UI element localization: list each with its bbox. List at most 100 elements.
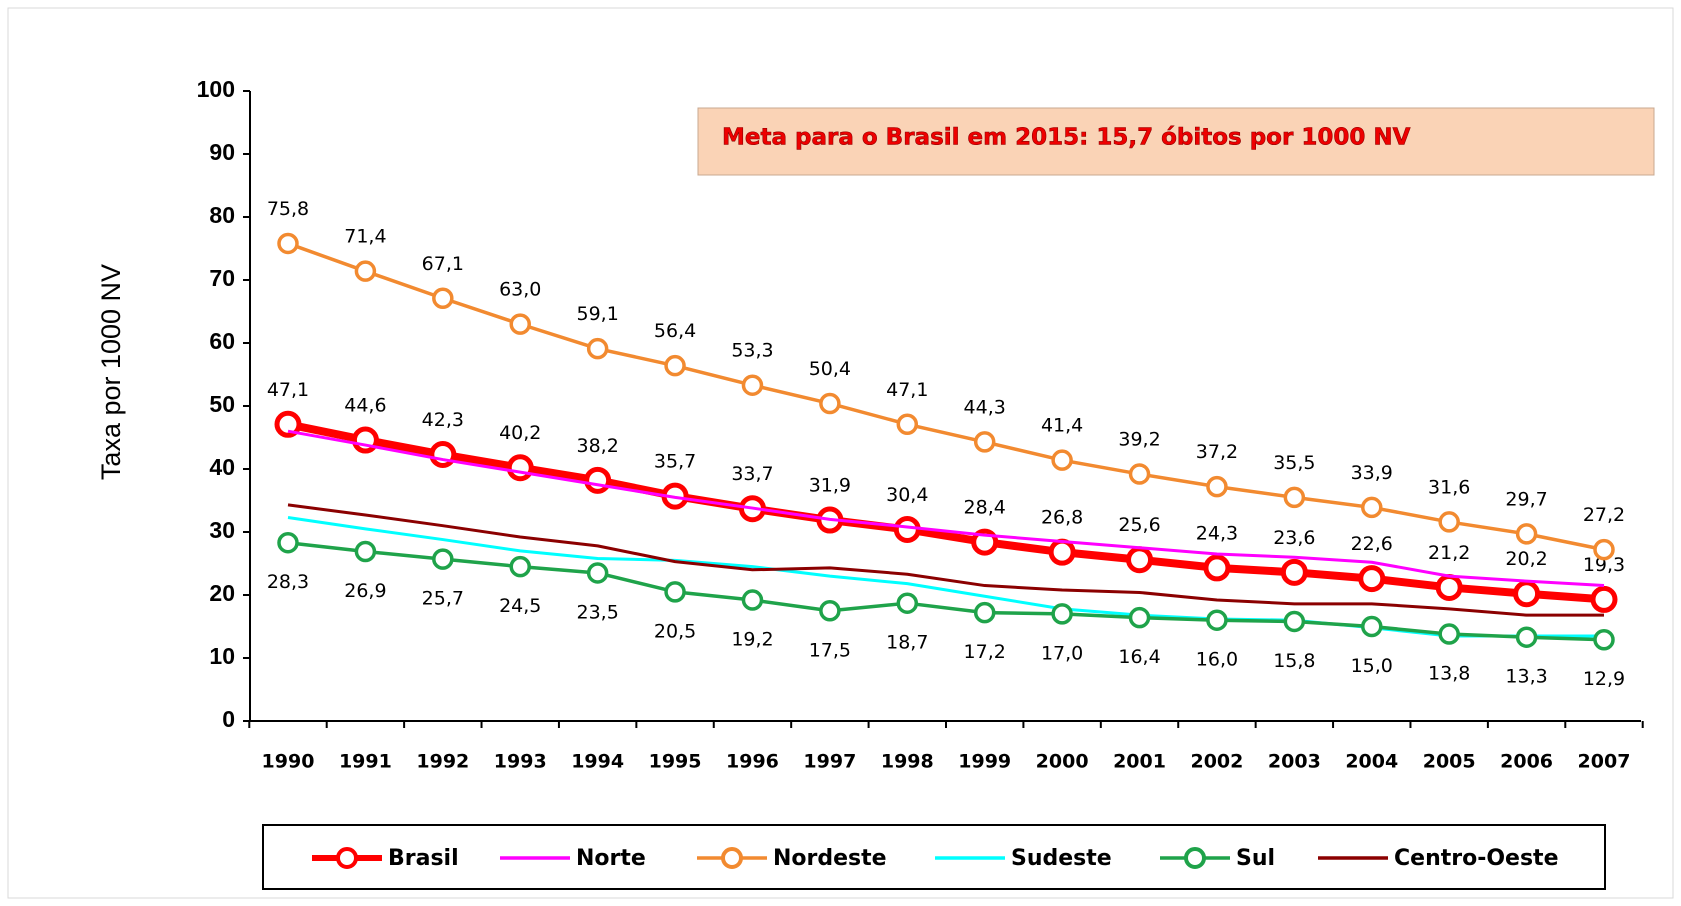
data-label: 19,2 xyxy=(731,629,773,651)
legend-label: Centro-Oeste xyxy=(1394,846,1559,871)
data-label: 25,7 xyxy=(422,588,464,610)
data-label: 44,3 xyxy=(964,396,1006,418)
y-tick-label: 40 xyxy=(209,454,235,480)
data-label: 47,1 xyxy=(267,379,309,401)
data-label: 38,2 xyxy=(576,435,618,457)
y-tick-label: 50 xyxy=(209,391,235,417)
data-label: 20,2 xyxy=(1505,548,1547,570)
point xyxy=(277,531,299,554)
point xyxy=(509,313,531,335)
data-label: 24,5 xyxy=(499,595,541,617)
data-label: 37,2 xyxy=(1196,441,1238,463)
point xyxy=(1438,623,1460,645)
point xyxy=(1593,628,1615,651)
point xyxy=(1051,449,1073,471)
data-label: 12,9 xyxy=(1583,668,1625,690)
point xyxy=(1438,511,1460,533)
data-label: 26,8 xyxy=(1041,507,1083,529)
point xyxy=(664,354,686,377)
point xyxy=(586,562,609,584)
point xyxy=(1361,615,1383,638)
data-label: 13,3 xyxy=(1505,666,1547,688)
data-label: 19,3 xyxy=(1583,554,1625,576)
data-label: 56,4 xyxy=(654,320,696,342)
data-label: 17,0 xyxy=(1041,642,1083,664)
point xyxy=(1128,463,1151,485)
x-tick-label: 2002 xyxy=(1190,751,1243,773)
data-label: 47,1 xyxy=(886,379,928,401)
data-label: 21,2 xyxy=(1428,542,1470,564)
point xyxy=(1128,606,1151,629)
point xyxy=(1358,565,1386,593)
data-label: 23,5 xyxy=(576,601,618,623)
series-line xyxy=(287,503,1604,617)
point xyxy=(506,454,534,482)
data-label: 28,3 xyxy=(267,571,309,593)
point xyxy=(896,413,919,436)
x-tick-label: 1994 xyxy=(571,751,624,773)
data-label: 35,7 xyxy=(654,451,696,473)
data-label: 17,5 xyxy=(809,639,851,661)
data-label: 44,6 xyxy=(344,395,386,417)
legend-marker xyxy=(1184,847,1206,869)
point xyxy=(586,337,609,360)
y-tick-label: 80 xyxy=(209,202,235,228)
x-tick-label: 1997 xyxy=(803,751,856,773)
point xyxy=(1048,538,1076,566)
data-label: 16,4 xyxy=(1118,646,1160,668)
data-label: 42,3 xyxy=(422,409,464,431)
x-tick-label: 1990 xyxy=(262,751,315,773)
x-tick-label: 2000 xyxy=(1036,751,1089,773)
data-label: 31,6 xyxy=(1428,476,1470,498)
legend-marker xyxy=(721,847,743,869)
legend-label: Norte xyxy=(576,846,646,871)
x-tick-label: 2007 xyxy=(1578,751,1631,773)
annotation: Meta para o Brasil em 2015: 15,7 óbitos … xyxy=(722,125,1411,151)
data-label: 28,4 xyxy=(964,497,1006,519)
y-tick-label: 100 xyxy=(197,76,235,102)
data-label: 17,2 xyxy=(964,641,1006,663)
legend-label: Brasil xyxy=(388,846,459,871)
x-tick-label: 1999 xyxy=(958,751,1011,773)
data-label: 16,0 xyxy=(1196,649,1238,671)
y-tick-label: 10 xyxy=(209,643,235,669)
data-label: 53,3 xyxy=(731,340,773,362)
data-label: 13,8 xyxy=(1428,663,1470,685)
point xyxy=(1206,475,1228,498)
legend-label: Sul xyxy=(1236,846,1275,871)
x-tick-label: 2005 xyxy=(1423,751,1476,773)
data-label: 25,6 xyxy=(1118,514,1160,536)
point xyxy=(432,548,454,570)
data-label: 30,4 xyxy=(886,484,928,506)
y-tick-label: 20 xyxy=(209,580,235,606)
data-label: 31,9 xyxy=(809,475,851,497)
point xyxy=(819,600,841,622)
point xyxy=(1203,554,1231,582)
legend-label: Nordeste xyxy=(773,846,887,871)
point xyxy=(277,232,299,255)
y-axis-label: Taxa por 1000 NV xyxy=(96,264,126,480)
data-label: 27,2 xyxy=(1583,504,1625,526)
annotation-box xyxy=(697,107,1655,176)
series-line xyxy=(287,429,1605,588)
y-tick-label: 90 xyxy=(209,139,235,165)
data-label: 35,5 xyxy=(1273,452,1315,474)
x-tick-label: 2003 xyxy=(1268,751,1321,773)
point xyxy=(354,540,377,563)
point xyxy=(1126,546,1154,574)
x-tick-label: 1993 xyxy=(494,751,547,773)
data-label: 15,8 xyxy=(1273,650,1315,672)
point xyxy=(973,431,996,453)
data-label: 24,3 xyxy=(1196,522,1238,544)
point xyxy=(1206,609,1228,631)
x-tick-label: 1992 xyxy=(416,751,469,773)
legend-marker xyxy=(336,847,358,869)
point xyxy=(274,410,302,438)
point xyxy=(893,515,921,543)
point xyxy=(973,601,996,624)
x-tick-label: 2006 xyxy=(1500,751,1553,773)
point xyxy=(1435,573,1463,601)
data-label: 59,1 xyxy=(576,303,618,325)
point xyxy=(584,466,612,494)
